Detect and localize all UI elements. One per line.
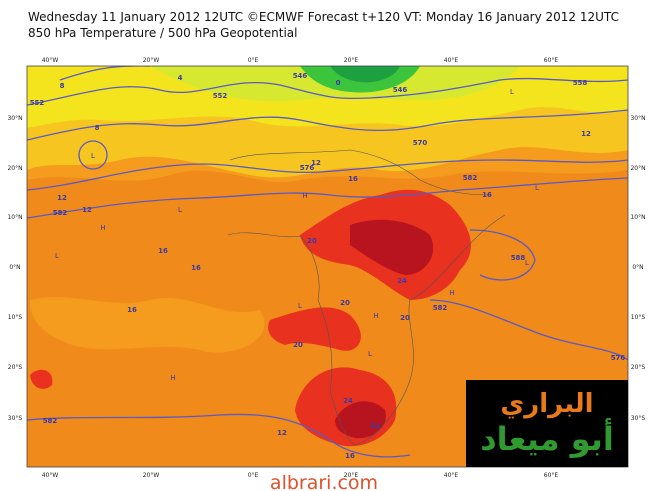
contour-label: 552 [30, 99, 45, 107]
latitude-label: 20°S [631, 364, 646, 371]
latitude-label: 10°S [8, 314, 23, 321]
contour-label: 576 [611, 354, 626, 362]
contour-label: 12 [311, 159, 321, 167]
latitude-label: 30°N [630, 115, 645, 122]
contour-label: 12 [82, 206, 92, 214]
pressure-center: H [373, 312, 378, 320]
contour-label: 8 [60, 82, 65, 90]
contour-label: 4 [178, 74, 183, 82]
logo-box [466, 380, 628, 467]
contour-label: 546 [293, 72, 308, 80]
latitude-label: 10°N [7, 214, 22, 221]
longitude-label: 0°E [248, 57, 259, 64]
pressure-center: H [449, 289, 454, 297]
longitude-label: 20°W [143, 57, 160, 64]
longitude-label: 20°W [143, 472, 160, 479]
contour-label: 24 [397, 277, 407, 285]
contour-label: 570 [413, 139, 428, 147]
longitude-label: 40°W [42, 57, 59, 64]
contour-label: 576 [300, 164, 315, 172]
contour-label: 16 [158, 247, 168, 255]
contour-label: 546 [393, 86, 408, 94]
latitude-label: 10°S [631, 314, 646, 321]
pressure-center: H [100, 224, 105, 232]
longitude-label: 40°W [42, 472, 59, 479]
pressure-center: H [302, 192, 307, 200]
pressure-center: L [298, 302, 302, 310]
pressure-center: L [91, 152, 95, 160]
footer-url: albrari.com [270, 472, 378, 491]
contour-label: 552 [213, 92, 228, 100]
contour-label: 24 [370, 422, 380, 430]
longitude-label: 40°E [444, 472, 459, 479]
latitude-label: 20°S [8, 364, 23, 371]
logo-line1: البراري [500, 389, 593, 419]
latitude-label: 30°S [8, 415, 23, 422]
header-line2: 850 hPa Temperature / 500 hPa Geopotenti… [28, 26, 297, 40]
contour-label: 16 [482, 191, 492, 199]
contour-label: 20 [400, 314, 410, 322]
longitude-label: 20°E [344, 57, 359, 64]
contour-label: 20 [293, 341, 303, 349]
pressure-center: H [170, 374, 175, 382]
latitude-label: 30°S [631, 415, 646, 422]
pressure-center: L [535, 184, 539, 192]
contour-label: 558 [573, 79, 588, 87]
contour-label: 16 [191, 264, 201, 272]
latitude-label: 20°N [630, 165, 645, 172]
pressure-center: L [525, 259, 529, 267]
pressure-center: L [178, 206, 182, 214]
latitude-label: 0°N [632, 264, 643, 271]
pressure-center: L [55, 252, 59, 260]
contour-label: 582 [433, 304, 448, 312]
contour-label: 582 [53, 209, 68, 217]
latitude-label: 0°N [9, 264, 20, 271]
longitude-label: 60°E [544, 57, 559, 64]
latitude-label: 20°N [7, 165, 22, 172]
contour-label: 12 [57, 194, 67, 202]
header-line1: Wednesday 11 January 2012 12UTC ©ECMWF F… [28, 10, 619, 24]
contour-label: 12 [581, 130, 591, 138]
map-frame [26, 65, 629, 468]
contour-label: 16 [127, 306, 137, 314]
longitude-label: 60°E [544, 472, 559, 479]
contour-label: 16 [348, 175, 358, 183]
longitude-label: 40°E [444, 57, 459, 64]
latitude-label: 10°N [630, 214, 645, 221]
contour-label: 12 [277, 429, 287, 437]
contour-label: 582 [463, 174, 478, 182]
contour-label: 16 [345, 452, 355, 460]
contour-label: 24 [343, 397, 353, 405]
logo-line2: أبو ميعاد [480, 418, 614, 458]
pressure-center: L [510, 88, 514, 96]
longitude-label: 0°E [248, 472, 259, 479]
contour-label: 20 [307, 237, 317, 245]
latitude-label: 30°N [7, 115, 22, 122]
longitude-label: 20°E [344, 472, 359, 479]
contour-label: 0 [336, 79, 341, 87]
pressure-center: L [368, 350, 372, 358]
contour-label: 8 [95, 124, 100, 132]
contour-label: 588 [511, 254, 526, 262]
contour-label: 582 [43, 417, 58, 425]
contour-label: 20 [340, 299, 350, 307]
